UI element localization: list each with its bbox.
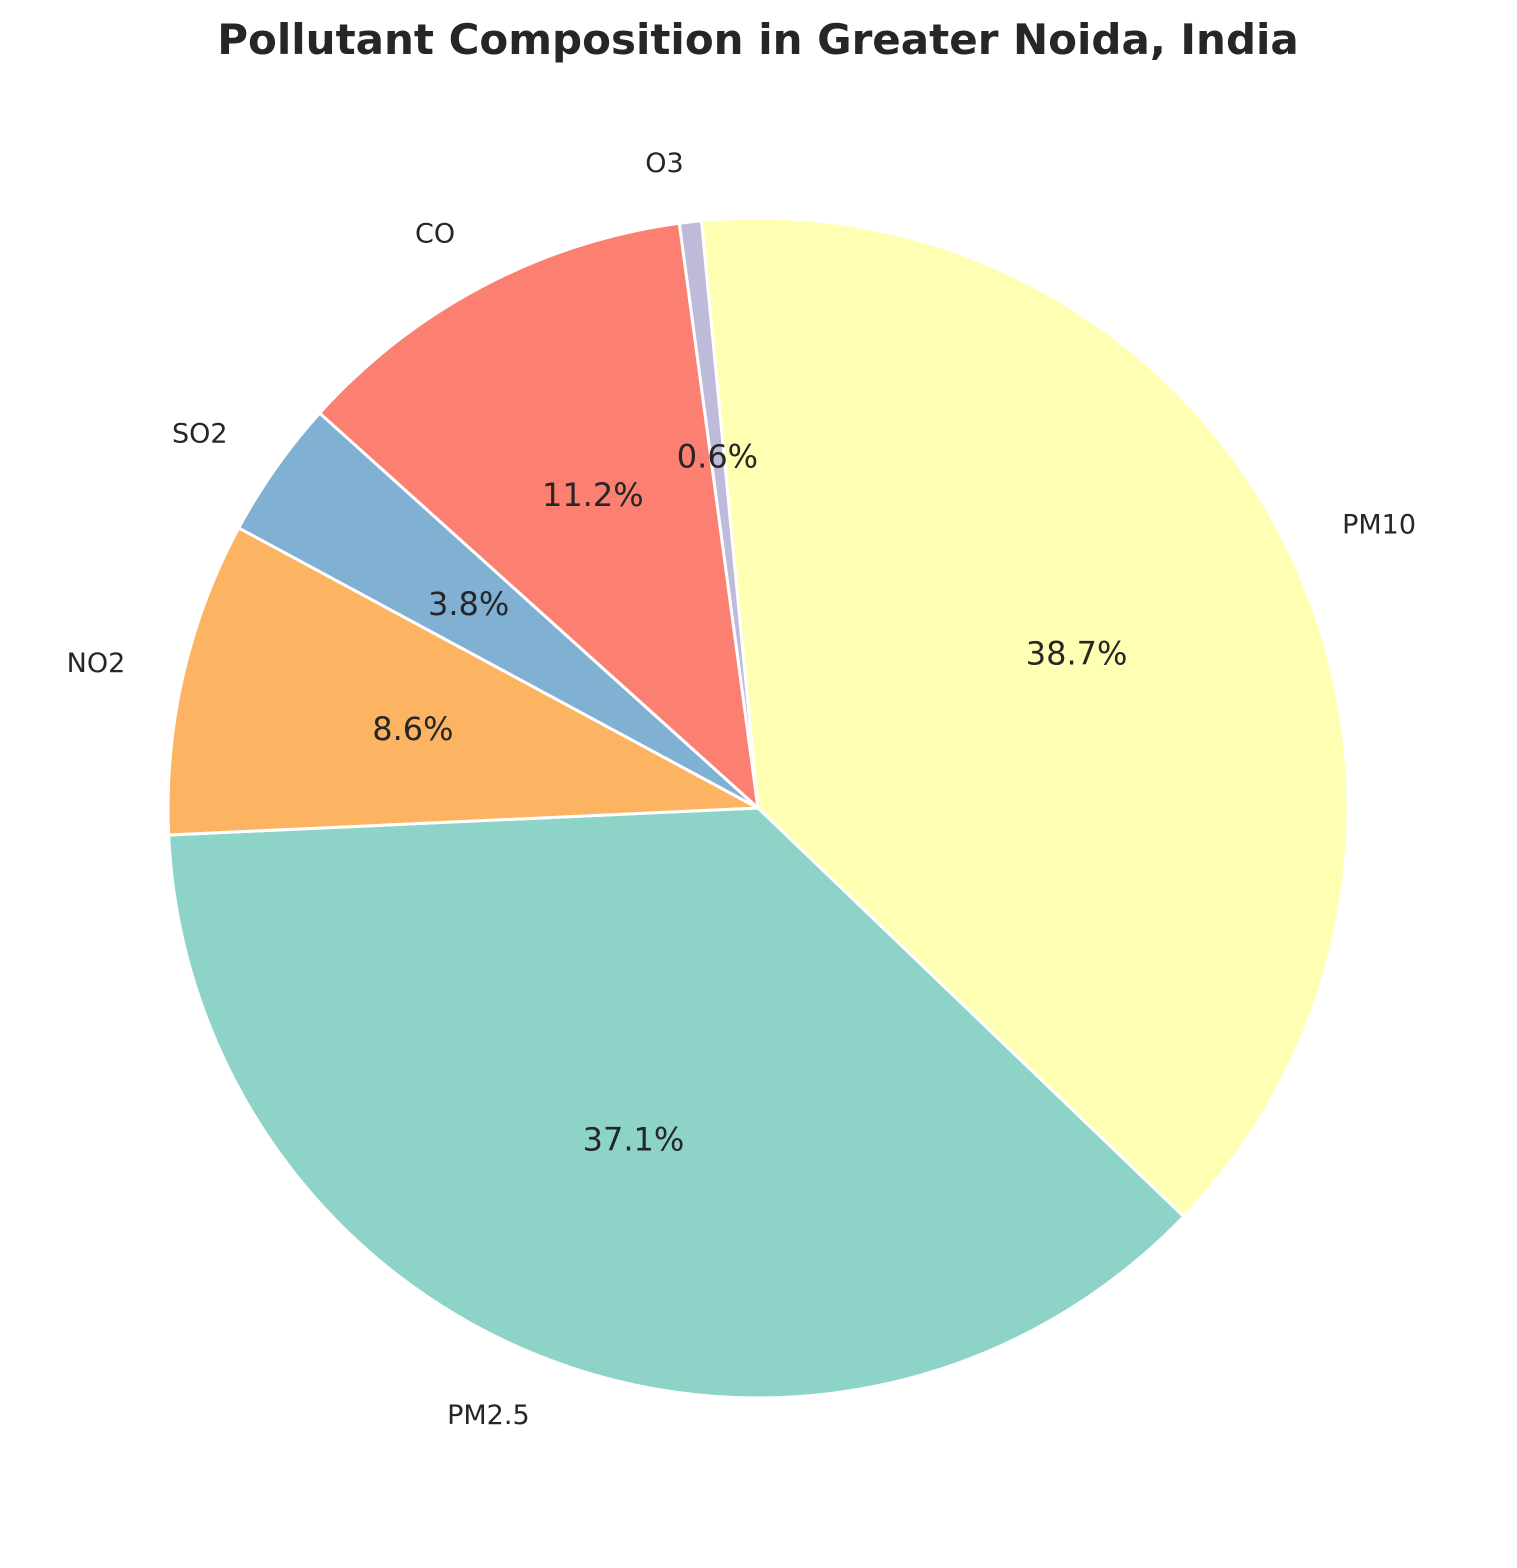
slice-label: O3 [645,148,683,179]
slice-labels: PM10 PM2.5 NO2 SO2 CO O3 [67,148,1416,1431]
pie-slice-o3 [677,219,760,810]
pie-slices [166,216,1350,1400]
pie-slice-pm2-5 [167,806,1186,1400]
slice-label: CO [415,219,455,250]
percent-labels: 38.7% 37.1% 8.6% 3.8% 11.2% 0.6% [372,437,1127,1158]
percent-label: 38.7% [1026,635,1128,673]
percent-label: 11.2% [542,476,644,514]
percent-label: 3.8% [428,585,509,623]
pie-slice-co [318,221,760,810]
percent-label: 37.1% [583,1120,685,1158]
pie-slice-no2 [166,526,760,837]
slice-label: PM2.5 [447,1400,530,1431]
percent-label: 8.6% [372,710,453,748]
slice-label: PM10 [1342,510,1416,541]
pie-slice-pm10 [699,216,1350,1219]
chart-title: Pollutant Composition in Greater Noida, … [217,15,1299,64]
slice-label: SO2 [172,419,228,450]
slice-label: NO2 [67,648,126,679]
percent-label: 0.6% [677,437,758,475]
